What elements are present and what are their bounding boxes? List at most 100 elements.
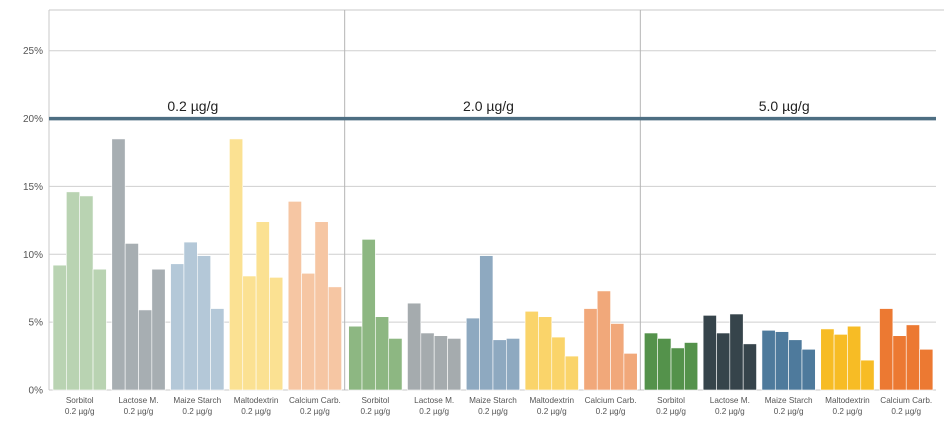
y-tick-label: 0% [29,386,44,397]
bar [538,316,553,391]
bar [657,338,672,391]
bar [860,359,875,391]
bar [420,332,435,391]
bar [465,317,480,391]
bar [716,332,731,391]
bar [479,255,494,391]
bars [52,138,934,391]
group-sublabel: 0.2 µg/g [891,407,921,416]
group-label: Lactose M. [118,396,158,405]
group-label: Lactose M. [710,396,750,405]
bar [702,315,717,391]
bar [361,239,376,391]
bar [92,268,107,391]
group-label: Lactose M. [414,396,454,405]
bar [670,347,685,391]
y-tick-label: 10% [23,250,43,261]
bar [551,336,566,391]
bar [847,325,862,391]
bar [788,339,803,391]
group-label: Maize Starch [469,396,517,405]
bar [242,275,257,391]
bar [596,290,611,391]
bar [564,355,579,391]
group-label: Maltodextrin [825,396,870,405]
group-sublabel: 0.2 µg/g [774,407,804,416]
panel-dividers [344,10,641,390]
bar [170,263,185,391]
bar [255,221,270,391]
bar [124,243,139,391]
group-label: Maltodextrin [234,396,279,405]
bar [327,286,342,391]
bar [524,310,539,391]
bar [761,329,776,391]
bar [183,241,198,391]
bar [375,316,390,391]
bar [229,138,244,391]
y-tick-label: 20% [23,114,43,125]
y-tick-label: 25% [23,46,43,57]
bar [623,353,638,391]
bar [287,201,302,391]
group-sublabel: 0.2 µg/g [65,407,95,416]
bar [407,302,422,391]
group-label: Sorbitol [66,396,94,405]
bar [433,335,448,391]
group-label: Calcium Carb. [289,396,341,405]
group-sublabel: 0.2 µg/g [478,407,508,416]
y-tick-label: 5% [29,318,44,329]
bar [314,221,329,391]
group-sublabel: 0.2 µg/g [656,407,686,416]
bar [892,335,907,391]
bar [269,277,284,391]
group-label: Maltodextrin [529,396,574,405]
group-label: Maize Starch [173,396,221,405]
group-sublabel: 0.2 µg/g [182,407,212,416]
group-label: Calcium Carb. [880,396,932,405]
group-sublabel: 0.2 µg/g [419,407,449,416]
bar [210,308,225,391]
panel-label: 2.0 µg/g [463,98,514,114]
labels: 0% 5% 10% 15% 20% 25% 0.2 µg/g Sorbitol 0.2 µg/g… [23,46,932,416]
bar [879,308,894,391]
bar [197,255,211,391]
bar [447,338,462,391]
bar [820,328,835,391]
bar [583,308,598,391]
bar [801,348,816,391]
bar [301,272,316,391]
bar [52,264,67,391]
bar [644,332,658,391]
bar [66,191,80,391]
bar [388,338,403,391]
group-label: Maize Starch [765,396,813,405]
bar [742,343,757,391]
group-label: Calcium Carb. [585,396,637,405]
group-sublabel: 0.2 µg/g [124,407,154,416]
bar [774,331,789,391]
bar [348,325,363,391]
group-sublabel: 0.2 µg/g [715,407,745,416]
group-sublabel: 0.2 µg/g [360,407,390,416]
bar [684,342,699,391]
group-sublabel: 0.2 µg/g [596,407,626,416]
bar [610,323,625,391]
panel-label: 5.0 µg/g [759,98,810,114]
group-sublabel: 0.2 µg/g [537,407,567,416]
bar [905,324,920,391]
bar [919,348,934,391]
group-sublabel: 0.2 µg/g [300,407,330,416]
group-label: Sorbitol [657,396,685,405]
bar [151,268,166,391]
bar [729,313,744,391]
panel-label: 0.2 µg/g [167,98,218,114]
group-label: Sorbitol [361,396,389,405]
bar [111,138,126,391]
y-tick-label: 15% [23,182,43,193]
bar [506,338,520,391]
group-sublabel: 0.2 µg/g [241,407,271,416]
group-sublabel: 0.2 µg/g [833,407,863,416]
